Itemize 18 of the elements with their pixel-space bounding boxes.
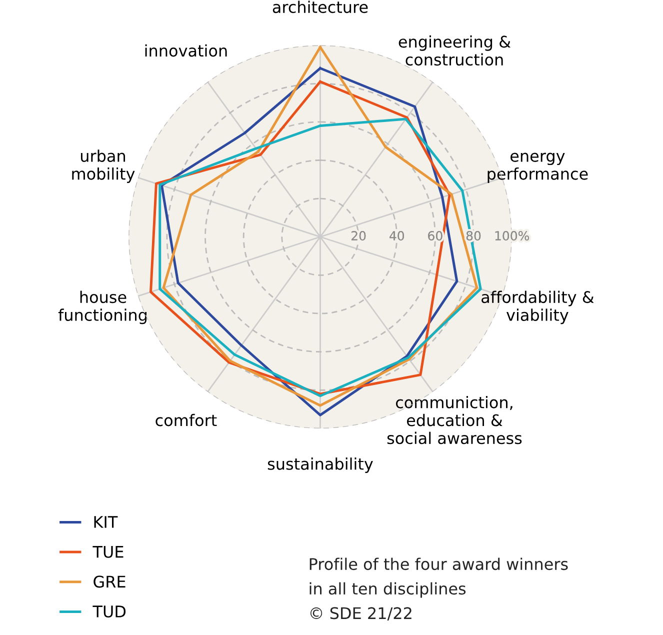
y-tick-label: 20	[352, 231, 366, 240]
y-tick-label: 100%	[495, 231, 530, 240]
y-tick-label: 40	[390, 231, 404, 240]
legend-label: GRE	[94, 576, 126, 588]
spoke-label: affordability & viability	[482, 290, 594, 324]
spoke-label: sustainability	[268, 458, 373, 473]
text: Profile of the four award winners in all ten disciplines © SDE 21/22	[310, 558, 568, 620]
spoke-label: comfort	[156, 414, 217, 426]
legend-label: KIT	[94, 516, 118, 528]
legend-label: TUD	[92, 606, 126, 618]
spoke-label: engineering & construction	[398, 35, 511, 66]
spoke-label: architecture	[272, 0, 368, 14]
spoke-label: innovation	[145, 44, 227, 57]
legend-label: TUE	[92, 546, 124, 558]
spoke-label: energy performance	[488, 152, 588, 183]
spoke-label: communiction, education & social awareness	[387, 396, 522, 444]
spoke-label: house functioning	[58, 290, 147, 324]
spoke-label: urban mobility	[72, 150, 135, 183]
